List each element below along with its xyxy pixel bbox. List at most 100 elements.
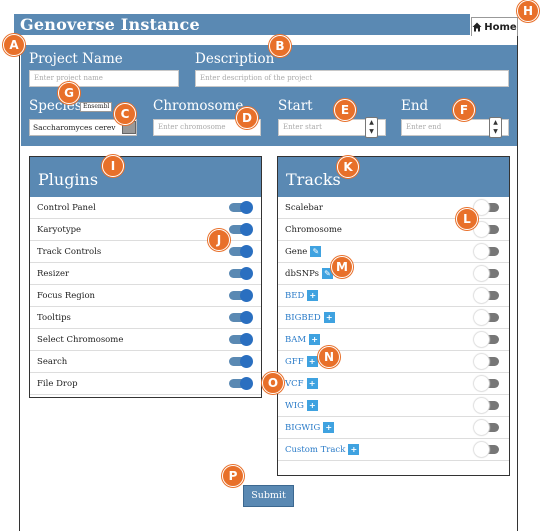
plugin-row: Search [30, 351, 261, 373]
track-label[interactable]: WIG [285, 401, 304, 411]
track-row: BIGBED + [278, 307, 509, 329]
callout-c: C [114, 103, 136, 125]
start-input[interactable]: Enter start [278, 119, 386, 136]
track-toggle[interactable] [474, 266, 499, 281]
plugin-row: Resizer [30, 263, 261, 285]
callout-j: J [208, 229, 230, 251]
plugin-label: Tooltips [37, 313, 71, 323]
spinner-down-icon[interactable]: ▼ [369, 128, 374, 136]
track-label: Gene [285, 247, 308, 257]
track-toggle[interactable] [474, 398, 499, 413]
species-select[interactable]: Saccharomyces cerev [29, 119, 137, 136]
track-row: VCF + [278, 373, 509, 395]
plugin-toggle[interactable] [229, 223, 253, 236]
plugin-row: Focus Region [30, 285, 261, 307]
track-row: Gene ✎ [278, 241, 509, 263]
plugin-toggle[interactable] [229, 245, 253, 258]
home-label: Home [484, 21, 517, 33]
spinner-up-icon[interactable]: ▲ [369, 118, 374, 126]
plugin-toggle[interactable] [229, 267, 253, 280]
description-input[interactable]: Enter description of the project [195, 70, 509, 87]
track-toggle[interactable] [474, 442, 499, 457]
track-row: GFF + [278, 351, 509, 373]
track-toggle[interactable] [474, 222, 499, 237]
add-track-icon[interactable]: + [323, 422, 335, 433]
spinner-up-icon[interactable]: ▲ [493, 118, 498, 126]
track-row: BED + [278, 285, 509, 307]
track-toggle[interactable] [474, 310, 499, 325]
callout-a: A [3, 34, 25, 56]
add-track-icon[interactable]: + [307, 290, 319, 301]
plugins-title: Plugins [30, 157, 261, 197]
home-button[interactable]: Home [471, 17, 518, 36]
plugin-row: Track Controls [30, 241, 261, 263]
track-toggle[interactable] [474, 288, 499, 303]
track-label: Chromosome [285, 225, 342, 235]
add-track-icon[interactable]: + [306, 356, 318, 367]
project-name-input[interactable]: Enter project name [29, 70, 179, 87]
plugin-toggle[interactable] [229, 355, 253, 368]
plugin-row: Karyotype [30, 219, 261, 241]
track-label[interactable]: Custom Track [285, 445, 346, 455]
track-toggle[interactable] [474, 244, 499, 259]
track-label[interactable]: VCF [285, 379, 304, 389]
plugin-label: Search [37, 357, 68, 367]
plugin-label: File Drop [37, 379, 78, 389]
plugin-toggle[interactable] [229, 311, 253, 324]
add-track-icon[interactable]: + [306, 378, 318, 389]
callout-m: M [331, 256, 353, 278]
end-label: End [401, 98, 429, 114]
track-row: WIG + [278, 395, 509, 417]
plugin-label: Control Panel [37, 203, 96, 213]
plugin-toggle[interactable] [229, 333, 253, 346]
edit-track-icon[interactable]: ✎ [322, 268, 333, 279]
add-track-icon[interactable]: + [309, 334, 321, 345]
track-row: Chromosome [278, 219, 509, 241]
callout-g: G [58, 82, 80, 104]
plugin-row: Tooltips [30, 307, 261, 329]
plugin-toggle[interactable] [229, 201, 253, 214]
plugin-row: Select Chromosome [30, 329, 261, 351]
track-label: Scalebar [285, 203, 323, 213]
spinner-down-icon[interactable]: ▼ [493, 128, 498, 136]
track-label[interactable]: BIGBED [285, 313, 321, 323]
track-toggle[interactable] [474, 376, 499, 391]
plugins-panel: Plugins Control Panel Karyotype Track Cont… [29, 156, 262, 398]
tracks-title: Tracks [278, 157, 509, 197]
chromosome-input[interactable]: Enter chromosome [153, 119, 261, 136]
add-track-icon[interactable]: + [323, 312, 335, 323]
track-label: dbSNPs [285, 269, 319, 279]
add-track-icon[interactable]: + [306, 400, 318, 411]
submit-button[interactable]: Submit [243, 485, 294, 507]
track-toggle[interactable] [474, 332, 499, 347]
start-spinner[interactable]: ▲ ▼ [365, 117, 378, 138]
plugin-label: Track Controls [37, 247, 102, 257]
track-label[interactable]: BAM [285, 335, 307, 345]
callout-b: B [269, 35, 291, 57]
end-spinner[interactable]: ▲ ▼ [489, 117, 502, 138]
start-label: Start [278, 98, 313, 114]
callout-e: E [334, 99, 356, 121]
plugin-toggle[interactable] [229, 377, 253, 390]
species-tooltip: Ensembl [80, 102, 113, 112]
track-row: Custom Track + [278, 439, 509, 461]
plugin-toggle[interactable] [229, 289, 253, 302]
app-title-bar: Genoverse Instance [14, 14, 470, 35]
track-row: BAM + [278, 329, 509, 351]
track-row: Scalebar [278, 197, 509, 219]
edit-track-icon[interactable]: ✎ [310, 246, 322, 257]
track-label[interactable]: BIGWIG [285, 423, 321, 433]
tracks-panel: Tracks Scalebar Chromosome Gene ✎ dbSNPs ✎ BED… [277, 156, 510, 476]
callout-n: N [318, 346, 340, 368]
track-toggle[interactable] [474, 200, 499, 215]
app-title: Genoverse Instance [20, 15, 200, 34]
end-input[interactable]: Enter end [401, 119, 509, 136]
track-toggle[interactable] [474, 420, 499, 435]
plugin-row: File Drop [30, 373, 261, 395]
project-name-label: Project Name [29, 51, 123, 67]
track-label[interactable]: GFF [285, 357, 304, 367]
track-toggle[interactable] [474, 354, 499, 369]
add-track-icon[interactable]: + [348, 444, 360, 455]
track-label[interactable]: BED [285, 291, 305, 301]
home-icon [472, 22, 482, 32]
